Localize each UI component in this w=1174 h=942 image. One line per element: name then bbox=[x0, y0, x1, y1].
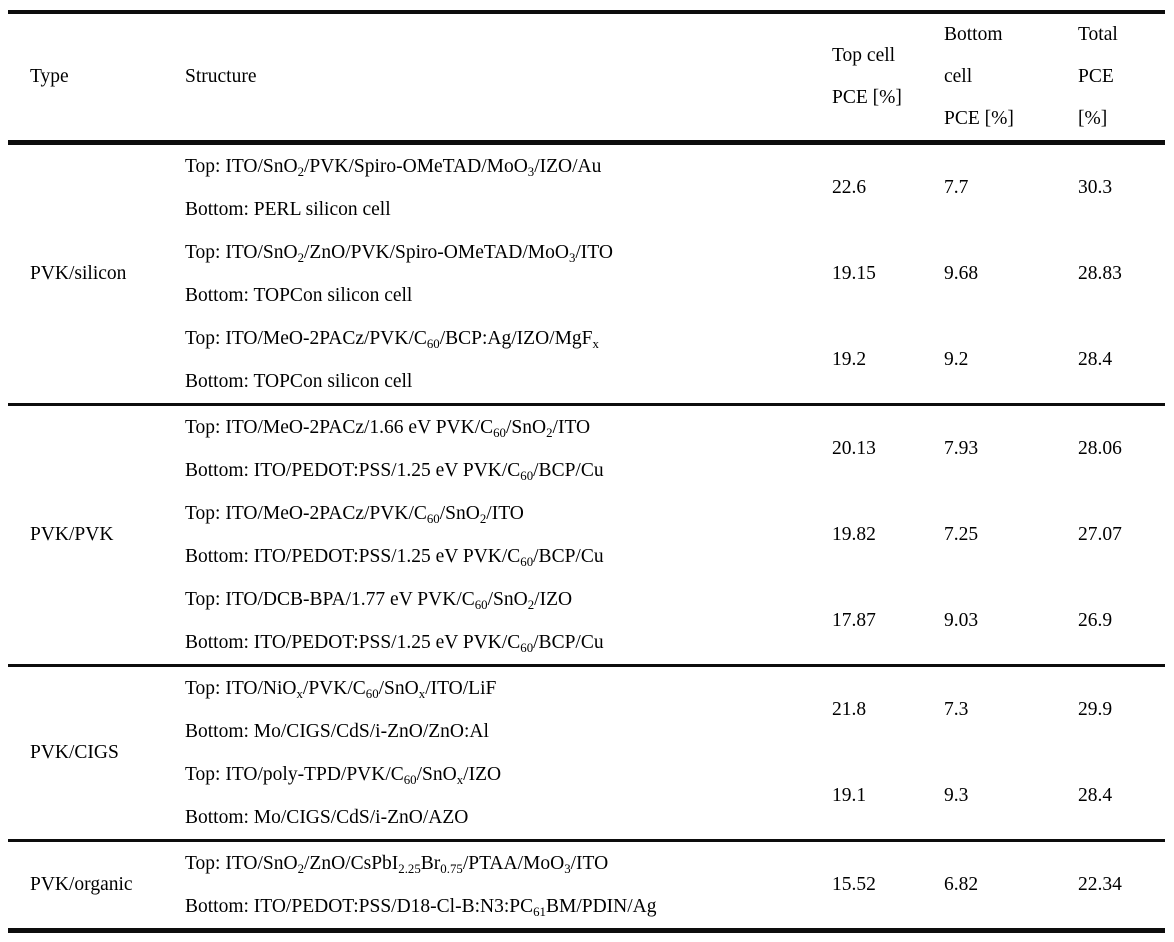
structure-bottom-line: Bottom: TOPCon silicon cell bbox=[185, 285, 413, 306]
total-pce-value: 28.4 bbox=[1078, 785, 1113, 806]
table-row: Top: ITO/poly-TPD/PVK/C60/SnOx/IZO Bottom… bbox=[8, 753, 1165, 841]
table-group-pvk-pvk: PVK/PVK Top: ITO/MeO-2PACz/1.66 eV PVK/C6… bbox=[8, 404, 1165, 666]
table-row: Top: ITO/DCB-BPA/1.77 eV PVK/C60/SnO2/IZ… bbox=[8, 578, 1165, 666]
table-row: PVK/PVK Top: ITO/MeO-2PACz/1.66 eV PVK/C6… bbox=[8, 405, 1165, 545]
structure-cell: Top: ITO/poly-TPD/PVK/C60/SnOx/IZO Bottom… bbox=[185, 753, 832, 841]
table-wrapper: Type Structure Top cell PCE [%] Bottom c… bbox=[8, 10, 1165, 933]
structure-top-line: Top: ITO/MeO-2PACz/PVK/C60/SnO2/ITO bbox=[185, 503, 524, 526]
bottom-cell-pce-value: 9.68 bbox=[944, 263, 979, 284]
bottom-cell-pce-value: 9.03 bbox=[944, 610, 979, 631]
type-cell: PVK/CIGS bbox=[30, 742, 119, 763]
bottom-cell-pce-value: 9.2 bbox=[944, 349, 969, 370]
structure-bottom-line: Bottom: ITO/PEDOT:PSS/D18-Cl-B:N3:PC61BM… bbox=[185, 896, 657, 919]
structure-bottom-line: Bottom: Mo/CIGS/CdS/i-ZnO/AZO bbox=[185, 807, 469, 828]
structure-top-line: Top: ITO/MeO-2PACz/1.66 eV PVK/C60/SnO2/… bbox=[185, 417, 591, 440]
structure-top-line: Top: ITO/SnO2/ZnO/CsPbI2.25Br0.75/PTAA/M… bbox=[185, 853, 609, 876]
structure-bottom-line: Bottom: PERL silicon cell bbox=[185, 199, 391, 220]
header-row: Type Structure Top cell PCE [%] Bottom c… bbox=[8, 12, 1165, 143]
bottom-cell-pce-value: 7.25 bbox=[944, 524, 979, 545]
table-row: PVK/silicon Top: ITO/SnO2/PVK/Spiro-OMeTA… bbox=[8, 143, 1165, 284]
structure-top-line: Top: ITO/poly-TPD/PVK/C60/SnOx/IZO bbox=[185, 764, 502, 787]
structure-top-line: Top: ITO/SnO2/ZnO/PVK/Spiro-OMeTAD/MoO3/… bbox=[185, 242, 613, 265]
top-cell-pce-value: 19.1 bbox=[832, 785, 867, 806]
structure-bottom-line: Bottom: TOPCon silicon cell bbox=[185, 371, 413, 392]
total-pce-value: 26.9 bbox=[1078, 610, 1113, 631]
structure-cell: Top: ITO/MeO-2PACz/PVK/C60/BCP:Ag/IZO/Mg… bbox=[185, 317, 832, 405]
table-row: PVK/organic Top: ITO/SnO2/ZnO/CsPbI2.25Br… bbox=[8, 841, 1165, 931]
type-cell: PVK/silicon bbox=[30, 263, 127, 284]
total-pce-value: 28.83 bbox=[1078, 263, 1122, 284]
header-total-pce: Total PCE [%] bbox=[1078, 24, 1118, 129]
top-cell-pce-value: 17.87 bbox=[832, 610, 876, 631]
bottom-cell-pce-value: 7.93 bbox=[944, 438, 979, 459]
top-cell-pce-value: 20.13 bbox=[832, 438, 876, 459]
structure-cell: Top: ITO/DCB-BPA/1.77 eV PVK/C60/SnO2/IZ… bbox=[185, 578, 832, 666]
table-group-pvk-cigs: PVK/CIGS Top: ITO/NiOx/PVK/C60/SnOx/ITO/L… bbox=[8, 665, 1165, 841]
header-top-cell-pce: Top cell PCE [%] bbox=[832, 45, 902, 108]
structure-bottom-line: Bottom: Mo/CIGS/CdS/i-ZnO/ZnO:Al bbox=[185, 721, 489, 742]
top-cell-pce-value: 15.52 bbox=[832, 874, 876, 895]
structure-bottom-line: Bottom: ITO/PEDOT:PSS/1.25 eV PVK/C60/BC… bbox=[185, 632, 604, 655]
table-row: Top: ITO/SnO2/ZnO/PVK/Spiro-OMeTAD/MoO3/… bbox=[8, 231, 1165, 317]
type-cell: PVK/organic bbox=[30, 874, 133, 895]
table-row: PVK/CIGS Top: ITO/NiOx/PVK/C60/SnOx/ITO/L… bbox=[8, 666, 1165, 763]
bottom-cell-pce-value: 7.3 bbox=[944, 699, 969, 720]
tandem-pce-table: Type Structure Top cell PCE [%] Bottom c… bbox=[8, 10, 1165, 933]
structure-top-line: Top: ITO/MeO-2PACz/PVK/C60/BCP:Ag/IZO/Mg… bbox=[185, 328, 599, 351]
top-cell-pce-value: 19.15 bbox=[832, 263, 876, 284]
header-bottom-cell-pce: Bottom cell PCE [%] bbox=[944, 24, 1014, 129]
table-row: Top: ITO/MeO-2PACz/PVK/C60/BCP:Ag/IZO/Mg… bbox=[8, 317, 1165, 405]
total-pce-value: 29.9 bbox=[1078, 699, 1113, 720]
bottom-cell-pce-value: 7.7 bbox=[944, 177, 969, 198]
total-pce-value: 22.34 bbox=[1078, 874, 1122, 895]
header-structure: Structure bbox=[185, 66, 257, 87]
top-cell-pce-value: 19.82 bbox=[832, 524, 876, 545]
structure-cell: Top: ITO/MeO-2PACz/PVK/C60/SnO2/ITO Botto… bbox=[185, 492, 832, 578]
table-header: Type Structure Top cell PCE [%] Bottom c… bbox=[8, 12, 1165, 143]
top-cell-pce-value: 19.2 bbox=[832, 349, 867, 370]
bottom-cell-pce-value: 6.82 bbox=[944, 874, 979, 895]
bottom-cell-pce-value: 9.3 bbox=[944, 785, 969, 806]
structure-bottom-line: Bottom: ITO/PEDOT:PSS/1.25 eV PVK/C60/BC… bbox=[185, 546, 604, 569]
structure-top-line: Top: ITO/DCB-BPA/1.77 eV PVK/C60/SnO2/IZ… bbox=[185, 589, 573, 612]
table-row: Top: ITO/MeO-2PACz/PVK/C60/SnO2/ITO Botto… bbox=[8, 492, 1165, 578]
table-group-pvk-organic: PVK/organic Top: ITO/SnO2/ZnO/CsPbI2.25Br… bbox=[8, 840, 1165, 931]
structure-cell: Top: ITO/SnO2/ZnO/CsPbI2.25Br0.75/PTAA/M… bbox=[185, 841, 832, 931]
structure-cell: Top: ITO/NiOx/PVK/C60/SnOx/ITO/LiF Bottom… bbox=[185, 666, 832, 754]
table-group-pvk-silicon: PVK/silicon Top: ITO/SnO2/PVK/Spiro-OMeTA… bbox=[8, 142, 1165, 405]
header-type: Type bbox=[30, 66, 69, 87]
type-cell: PVK/PVK bbox=[30, 524, 114, 545]
total-pce-value: 28.4 bbox=[1078, 349, 1113, 370]
total-pce-value: 30.3 bbox=[1078, 177, 1113, 198]
structure-top-line: Top: ITO/NiOx/PVK/C60/SnOx/ITO/LiF bbox=[185, 678, 497, 701]
top-cell-pce-value: 22.6 bbox=[832, 177, 867, 198]
structure-top-line: Top: ITO/SnO2/PVK/Spiro-OMeTAD/MoO3/IZO/… bbox=[185, 156, 602, 179]
structure-cell: Top: ITO/SnO2/PVK/Spiro-OMeTAD/MoO3/IZO/… bbox=[185, 143, 832, 232]
total-pce-value: 28.06 bbox=[1078, 438, 1122, 459]
top-cell-pce-value: 21.8 bbox=[832, 699, 867, 720]
structure-bottom-line: Bottom: ITO/PEDOT:PSS/1.25 eV PVK/C60/BC… bbox=[185, 460, 604, 483]
structure-cell: Top: ITO/SnO2/ZnO/PVK/Spiro-OMeTAD/MoO3/… bbox=[185, 231, 832, 317]
structure-cell: Top: ITO/MeO-2PACz/1.66 eV PVK/C60/SnO2/… bbox=[185, 405, 832, 493]
total-pce-value: 27.07 bbox=[1078, 524, 1122, 545]
